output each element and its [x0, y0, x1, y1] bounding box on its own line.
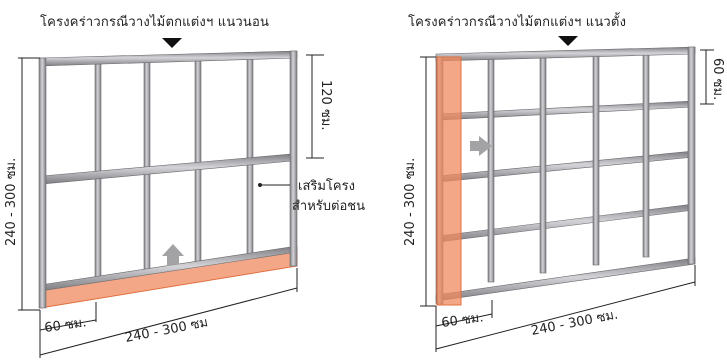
- left-top-marker-icon: [162, 38, 182, 48]
- left-width-label: 240 - 300 ซม: [124, 315, 209, 346]
- left-middle-rail: [41, 153, 293, 185]
- left-right-stud: [289, 50, 298, 267]
- right-frame: 240 - 300 ซม. 60 ซม. 60 ซม. 240 - 300 ซม…: [403, 36, 725, 352]
- right-highlight-strip: [436, 56, 462, 306]
- right-spacing-label: 60 ซม.: [710, 58, 725, 100]
- right-top-marker-icon: [558, 36, 578, 46]
- left-spacing-dimension: [306, 54, 324, 159]
- left-diagram-title: โครงคร่าวกรณีวางไม้ตกแต่งฯ แนวนอน: [40, 15, 270, 30]
- left-callout-line1: เสริมโครง: [298, 178, 355, 194]
- left-up-arrow-icon: [162, 244, 184, 266]
- left-left-stud: [38, 57, 47, 309]
- right-height-dimension: [420, 56, 436, 307]
- right-right-stud: [687, 46, 696, 265]
- left-height-dimension: [18, 57, 40, 311]
- left-bottom-dimensions: [39, 268, 298, 358]
- right-top-rail: [435, 46, 696, 62]
- left-height-label: 240 - 300 ซม.: [4, 158, 19, 246]
- left-callout-line2: สำหรับต่อชน: [292, 199, 365, 214]
- right-bottom-dimensions: [435, 265, 696, 352]
- right-spacing-dimension: [700, 49, 714, 105]
- left-top-rail: [39, 50, 298, 67]
- left-strip-label: 60 ซม.: [43, 315, 87, 336]
- left-callout-dot: [258, 183, 262, 187]
- left-spacing-label: 120 ซม.: [318, 80, 333, 130]
- right-diagram-title: โครงคร่าวกรณีวางไม้ตกแต่งฯ แนวตั้ง: [408, 15, 627, 30]
- right-right-arrow-icon: [470, 136, 492, 156]
- right-height-label: 240 - 300 ซม.: [403, 158, 418, 246]
- left-frame: 240 - 300 ซม. 120 ซม. เสริมโครง สำหรับต่…: [4, 38, 365, 358]
- right-strip-label: 60 ซม.: [440, 310, 484, 331]
- right-bottom-rail: [435, 257, 696, 302]
- right-rails: [437, 100, 695, 243]
- right-width-label: 240 - 300 ซม.: [530, 307, 619, 339]
